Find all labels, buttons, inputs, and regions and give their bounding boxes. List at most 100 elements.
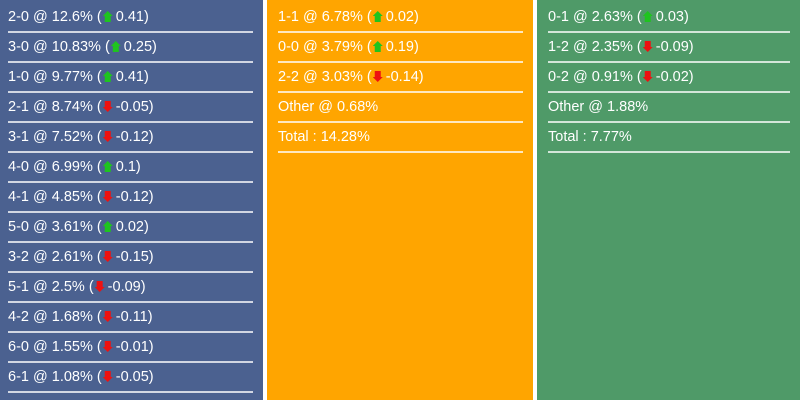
change: -0.15 xyxy=(115,249,149,265)
probability: 1.55% xyxy=(51,339,93,355)
arrow-down-icon xyxy=(102,371,113,382)
probability: 2.5% xyxy=(51,279,85,295)
away-win-column: 0-1 @ 2.63% (0.03) 1-2 @ 2.35% (-0.09) 0-2… xyxy=(537,0,800,400)
arrow-down-icon xyxy=(102,251,113,262)
score: 4-1 xyxy=(8,189,29,205)
probability: 2.63% xyxy=(591,9,633,25)
probability: 9.77% xyxy=(51,69,93,85)
probability: 2.35% xyxy=(591,39,633,55)
probability: 8.74% xyxy=(51,99,93,115)
score-row: 6-0 @ 1.55% (-0.01) xyxy=(8,333,253,363)
change: -0.02 xyxy=(655,69,689,85)
score: 3-0 xyxy=(8,39,29,55)
change: -0.01 xyxy=(115,339,149,355)
arrow-up-icon xyxy=(102,161,113,172)
score-row: 2-1 @ 8.74% (-0.05) xyxy=(8,93,253,123)
score: 6-0 xyxy=(8,339,29,355)
score: 6-1 xyxy=(8,369,29,385)
change: -0.09 xyxy=(655,39,689,55)
change: 0.41 xyxy=(115,69,144,85)
score: 1-1 xyxy=(278,9,299,25)
arrow-down-icon xyxy=(642,71,653,82)
score: 4-0 xyxy=(8,159,29,175)
arrow-down-icon xyxy=(102,131,113,142)
score: 2-2 xyxy=(278,69,299,85)
score-row: 0-1 @ 2.63% (0.03) xyxy=(548,3,790,33)
score: 2-0 xyxy=(8,9,29,25)
score-row: 2-2 @ 3.03% (-0.14) xyxy=(278,63,523,93)
probability: 1.68% xyxy=(51,309,93,325)
other-row: Other @ 1.88% xyxy=(548,93,790,123)
change: 0.02 xyxy=(385,9,414,25)
score-row: 4-1 @ 4.85% (-0.12) xyxy=(8,183,253,213)
probability: 6.78% xyxy=(321,9,363,25)
score-row: 2-0 @ 12.6% (0.41) xyxy=(8,3,253,33)
score-row: 3-2 @ 2.61% (-0.15) xyxy=(8,243,253,273)
score: 5-0 xyxy=(8,219,29,235)
score-row: 1-1 @ 6.78% (0.02) xyxy=(278,3,523,33)
score-row: 6-1 @ 1.08% (-0.05) xyxy=(8,363,253,393)
score-row: 3-0 @ 10.83% (0.25) xyxy=(8,33,253,63)
score-row: 5-1 @ 2.5% (-0.09) xyxy=(8,273,253,303)
score-row: 0-0 @ 3.79% (0.19) xyxy=(278,33,523,63)
arrow-up-icon xyxy=(110,41,121,52)
score: 1-2 xyxy=(548,39,569,55)
score: 2-1 xyxy=(8,99,29,115)
arrow-up-icon xyxy=(372,11,383,22)
home-win-column: 2-0 @ 12.6% (0.41) 3-0 @ 10.83% (0.25) 1-0… xyxy=(0,0,263,400)
score: 3-1 xyxy=(8,129,29,145)
probability: 2.61% xyxy=(51,249,93,265)
score: 5-1 xyxy=(8,279,29,295)
change: -0.11 xyxy=(115,309,148,325)
probability: 12.6% xyxy=(51,9,93,25)
change: 0.1 xyxy=(115,159,136,175)
change: 0.25 xyxy=(123,39,153,55)
score: 3-2 xyxy=(8,249,29,265)
arrow-up-icon xyxy=(102,11,113,22)
arrow-down-icon xyxy=(94,281,105,292)
change: 0.41 xyxy=(115,9,144,25)
change: -0.05 xyxy=(115,369,149,385)
arrow-up-icon xyxy=(102,71,113,82)
score-row: 0-2 @ 0.91% (-0.02) xyxy=(548,63,790,93)
arrow-up-icon xyxy=(102,221,113,232)
total-row: Total : 7.77% xyxy=(548,123,790,153)
arrow-down-icon xyxy=(102,341,113,352)
score-row: 1-0 @ 9.77% (0.41) xyxy=(8,63,253,93)
probability: 0.91% xyxy=(591,69,633,85)
score-row: 5-0 @ 3.61% (0.02) xyxy=(8,213,253,243)
arrow-down-icon xyxy=(372,71,383,82)
change: -0.05 xyxy=(115,99,149,115)
probability: 3.03% xyxy=(321,69,363,85)
probability: 1.08% xyxy=(51,369,93,385)
change: -0.12 xyxy=(115,129,149,145)
change: -0.14 xyxy=(385,69,419,85)
probability: 6.99% xyxy=(51,159,93,175)
arrow-down-icon xyxy=(102,311,113,322)
change: 0.02 xyxy=(115,219,144,235)
score: 4-2 xyxy=(8,309,29,325)
score: 0-0 xyxy=(278,39,299,55)
probability: 4.85% xyxy=(51,189,93,205)
change: -0.09 xyxy=(107,279,141,295)
arrow-down-icon xyxy=(102,101,113,112)
other-row: Other @ 0.68% xyxy=(278,93,523,123)
change: -0.12 xyxy=(115,189,149,205)
arrow-down-icon xyxy=(642,41,653,52)
total-row: Total : 14.28% xyxy=(278,123,523,153)
draw-column: 1-1 @ 6.78% (0.02) 0-0 @ 3.79% (0.19) 2-2 … xyxy=(267,0,533,400)
score-row: 4-0 @ 6.99% (0.1) xyxy=(8,153,253,183)
arrow-down-icon xyxy=(102,191,113,202)
score: 0-2 xyxy=(548,69,569,85)
arrow-up-icon xyxy=(642,11,653,22)
score: 1-0 xyxy=(8,69,29,85)
score-row: 3-1 @ 7.52% (-0.12) xyxy=(8,123,253,153)
score-row: 4-2 @ 1.68% (-0.11) xyxy=(8,303,253,333)
probability: 3.61% xyxy=(51,219,93,235)
score: 0-1 xyxy=(548,9,569,25)
change: 0.03 xyxy=(655,9,684,25)
probability: 7.52% xyxy=(51,129,93,145)
probability: 3.79% xyxy=(321,39,363,55)
change: 0.19 xyxy=(385,39,414,55)
